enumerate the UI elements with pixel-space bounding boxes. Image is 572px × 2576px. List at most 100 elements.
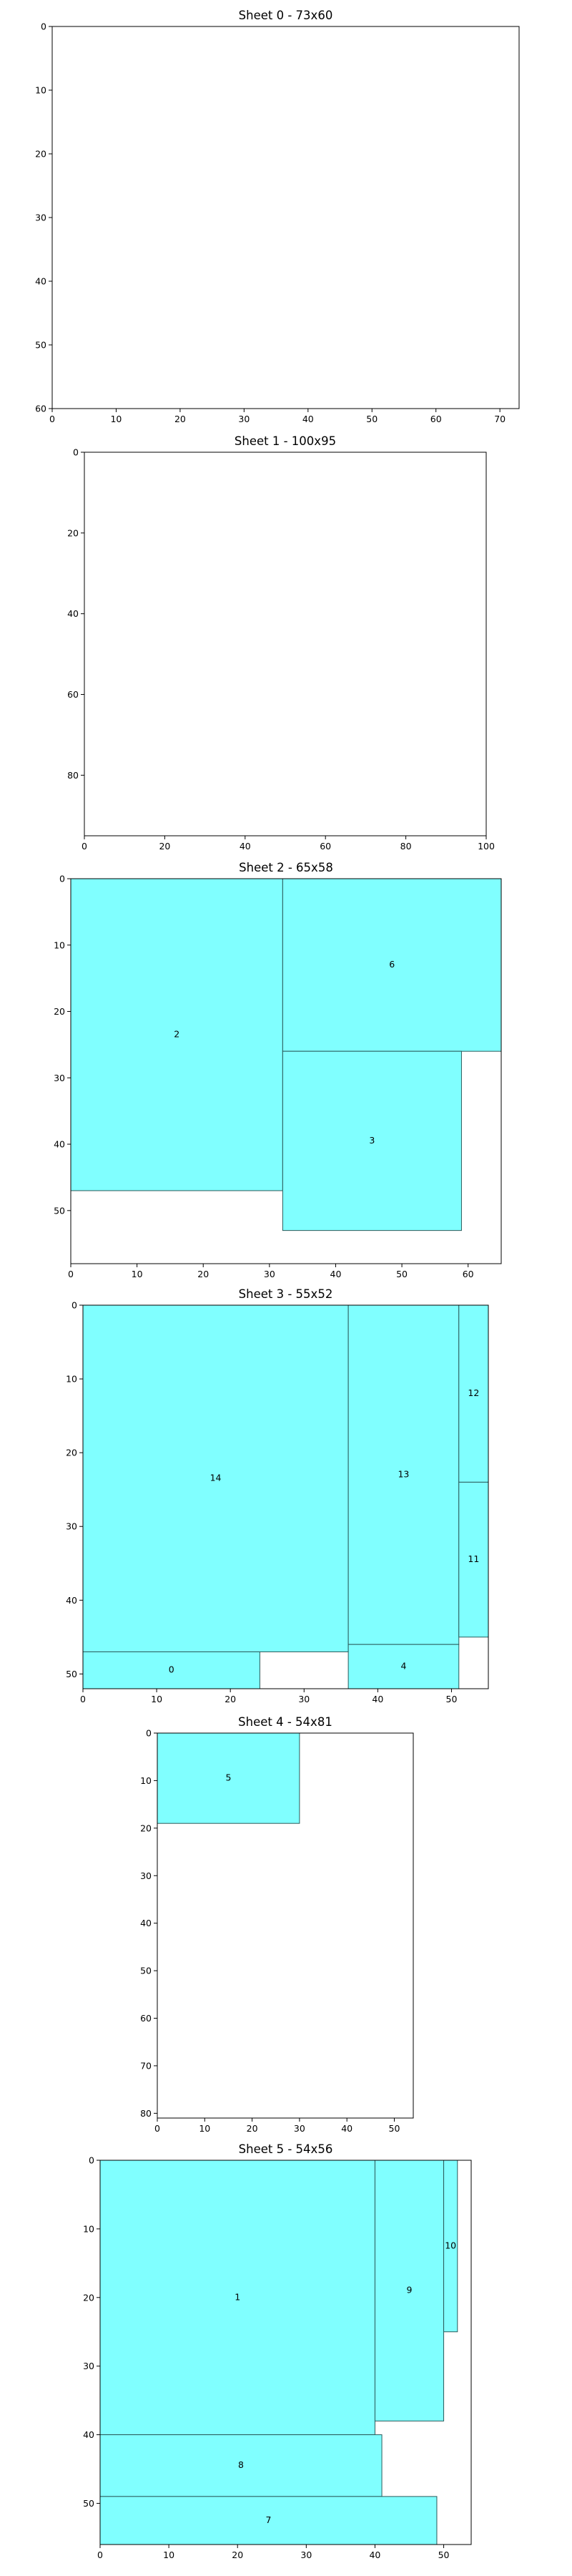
- x-tick-label: 10: [132, 1269, 143, 1279]
- y-tick-label: 30: [54, 1073, 65, 1083]
- x-tick-label: 30: [238, 414, 250, 424]
- sheet-title: Sheet 1 - 100x95: [235, 434, 336, 448]
- x-tick-label: 100: [478, 841, 495, 852]
- piece-label: 14: [210, 1473, 222, 1483]
- x-tick-label: 30: [298, 1694, 310, 1704]
- sheet-title: Sheet 2 - 65x58: [239, 861, 333, 874]
- x-tick-label: 60: [463, 1269, 474, 1279]
- x-tick-label: 70: [494, 414, 506, 424]
- piece-4: [347, 1644, 460, 1689]
- x-tick-label: 20: [197, 1269, 209, 1279]
- piece-label: 12: [468, 1387, 479, 1398]
- y-tick-label: 50: [35, 340, 46, 351]
- y-tick-label: 80: [67, 770, 79, 781]
- x-tick-label: 0: [80, 1694, 86, 1704]
- x-tick-label: 40: [240, 841, 251, 852]
- piece-label: 2: [174, 1028, 179, 1039]
- sheet-1: Sheet 1 - 100x95 0 20 40 60 80 100 0 20 40 60 80: [67, 434, 495, 852]
- x-tick-label: 10: [163, 2550, 174, 2560]
- y-tick-label: 10: [35, 85, 46, 96]
- y-tick-label: 0: [59, 874, 65, 884]
- y-tick-label: 10: [83, 2223, 94, 2234]
- piece-label: 8: [238, 2459, 244, 2470]
- x-tick-label: 30: [264, 1269, 275, 1279]
- y-tick-label: 30: [140, 1870, 152, 1881]
- y-tick-label: 60: [67, 689, 79, 700]
- y-tick-label: 20: [140, 1823, 152, 1833]
- piece-5: [157, 1732, 300, 1824]
- sheet-frame: [82, 1304, 489, 1689]
- piece-label: 6: [389, 959, 395, 970]
- x-tick-label: 20: [159, 841, 170, 852]
- piece-1: [99, 2160, 375, 2436]
- x-tick-label: 20: [232, 2550, 243, 2560]
- piece-label: 9: [407, 2285, 413, 2296]
- y-tick-label: 60: [140, 2013, 152, 2024]
- y-tick-label: 20: [66, 1448, 77, 1458]
- piece-label: 3: [369, 1135, 375, 1146]
- y-tick-label: 20: [67, 527, 79, 538]
- x-tick-label: 0: [97, 2550, 103, 2560]
- sheet-frame: [51, 26, 520, 409]
- x-tick-label: 30: [294, 2123, 305, 2134]
- y-tick-label: 40: [83, 2429, 94, 2440]
- x-tick-label: 40: [372, 1694, 383, 1704]
- piece-6: [282, 878, 502, 1052]
- piece-label: 13: [398, 1469, 409, 1480]
- piece-label: 0: [169, 1664, 174, 1675]
- piece-label: 4: [400, 1661, 406, 1672]
- y-tick-label: 50: [54, 1205, 65, 1216]
- y-tick-label: 10: [140, 1775, 152, 1786]
- x-tick-label: 80: [400, 841, 412, 852]
- y-tick-label: 40: [140, 1918, 152, 1928]
- y-tick-label: 70: [140, 2060, 152, 2071]
- x-tick-label: 50: [446, 1694, 458, 1704]
- y-tick-label: 40: [67, 608, 79, 619]
- x-tick-label: 30: [300, 2550, 312, 2560]
- piece-2: [70, 878, 283, 1191]
- y-tick-label: 50: [83, 2498, 94, 2509]
- y-tick-label: 30: [35, 213, 46, 223]
- piece-11: [458, 1481, 489, 1638]
- y-tick-label: 50: [66, 1669, 77, 1679]
- y-tick-label: 40: [66, 1595, 77, 1606]
- x-tick-label: 10: [110, 414, 122, 424]
- x-tick-label: 50: [389, 2123, 400, 2134]
- piece-3: [282, 1050, 462, 1231]
- y-tick-label: 40: [35, 276, 46, 287]
- y-tick-label: 40: [54, 1139, 65, 1150]
- sheet-5: Sheet 5 - 54x56 1 9 10 8 7 0 10 20 30 40 50 0 10 20 30 4…: [83, 2142, 472, 2560]
- x-tick-label: 0: [49, 414, 55, 424]
- y-tick-label: 20: [35, 149, 46, 160]
- y-tick-label: 0: [73, 447, 79, 458]
- sheet-frame: [70, 878, 502, 1264]
- y-tick-label: 10: [54, 940, 65, 950]
- piece-label: 10: [445, 2240, 456, 2250]
- sheet-title: Sheet 0 - 73x60: [239, 9, 333, 22]
- y-tick-label: 30: [66, 1521, 77, 1532]
- sheet-frame: [157, 1732, 414, 2119]
- y-tick-label: 0: [41, 21, 46, 32]
- x-tick-label: 50: [366, 414, 378, 424]
- piece-13: [347, 1304, 460, 1645]
- x-tick-label: 0: [154, 2123, 160, 2134]
- sheet-0: Sheet 0 - 73x60 0 10 20 30 40 50 60 70 0 10 20 30 40 5…: [35, 9, 520, 424]
- y-tick-label: 50: [140, 1966, 152, 1976]
- x-tick-label: 20: [225, 1694, 236, 1704]
- y-tick-label: 30: [83, 2361, 94, 2371]
- x-tick-label: 40: [341, 2123, 352, 2134]
- sheet-title: Sheet 4 - 54x81: [238, 1715, 332, 1729]
- x-tick-label: 0: [82, 841, 87, 852]
- piece-label: 1: [235, 2291, 240, 2302]
- x-tick-label: 50: [438, 2550, 450, 2560]
- y-tick-label: 20: [54, 1006, 65, 1017]
- y-tick-label: 0: [89, 2155, 94, 2166]
- piece-label: 5: [225, 1772, 231, 1783]
- x-tick-label: 60: [430, 414, 442, 424]
- sheet-frame: [84, 452, 487, 836]
- x-tick-label: 20: [174, 414, 186, 424]
- sheet-frame: [99, 2160, 472, 2545]
